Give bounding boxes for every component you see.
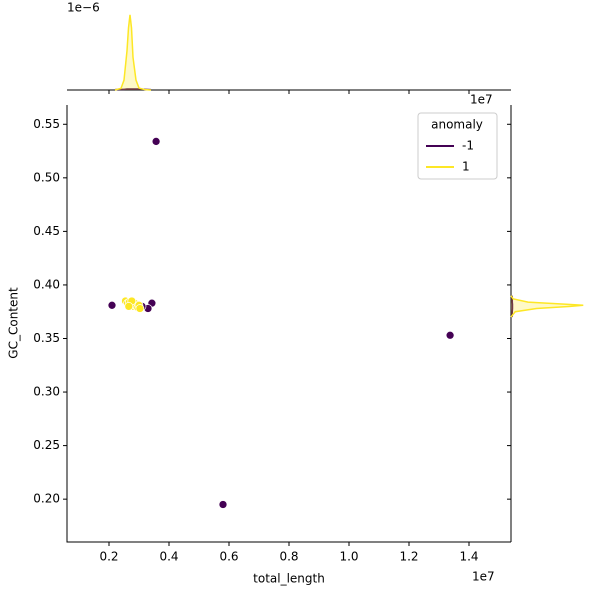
y-tick-label: 0.45: [33, 224, 60, 238]
x-tick-label: 0.6: [219, 550, 238, 564]
x-tick-label: 0.2: [99, 550, 118, 564]
y-tick-label: 0.30: [33, 385, 60, 399]
y-tick-label: 0.50: [33, 170, 60, 184]
legend-label: 1: [462, 160, 470, 174]
x-tick-label: 0.8: [279, 550, 298, 564]
legend-title: anomaly: [431, 118, 483, 132]
point: [219, 501, 227, 509]
x-tick-label: 1.4: [459, 550, 478, 564]
point: [136, 305, 144, 313]
y-tick-label: 0.55: [33, 117, 60, 131]
x-offset: 1e7: [470, 93, 493, 107]
x-offset: 1e7: [472, 570, 495, 584]
x-tick-label: 1.2: [399, 550, 418, 564]
point: [446, 331, 454, 339]
y-axis-label: GC_Content: [7, 287, 21, 359]
y-tick-label: 0.35: [33, 331, 60, 345]
y-tick-label: 0.40: [33, 277, 60, 291]
x-tick-label: 0.4: [159, 550, 178, 564]
legend-label: -1: [462, 139, 474, 153]
x-tick-label: 1.0: [339, 550, 358, 564]
y-tick-label: 0.25: [33, 438, 60, 452]
point: [152, 137, 160, 145]
point: [125, 302, 133, 310]
y-tick-label: 0.20: [33, 492, 60, 506]
y-offset: 1e−6: [67, 1, 100, 15]
point: [108, 301, 116, 309]
x-axis-label: total_length: [253, 572, 325, 586]
